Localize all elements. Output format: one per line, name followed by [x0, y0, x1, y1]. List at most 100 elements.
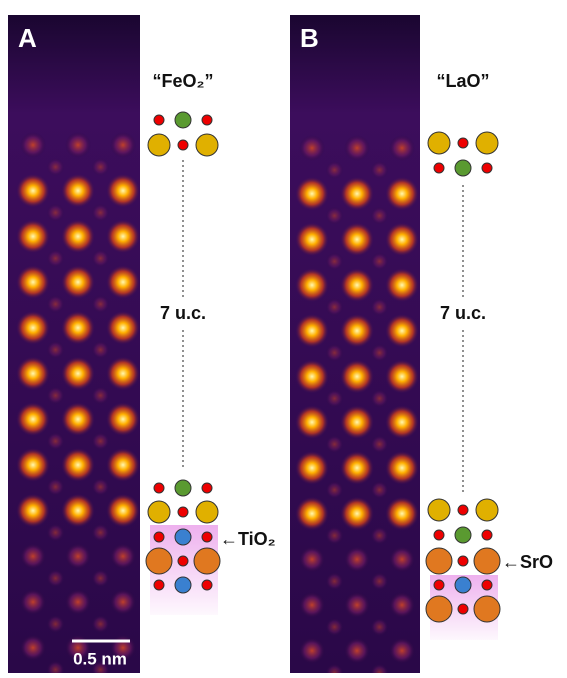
atom	[474, 548, 500, 574]
atom	[202, 483, 212, 493]
atom	[202, 115, 212, 125]
atom-column	[106, 448, 140, 482]
atom-column	[20, 132, 46, 158]
atom-column	[295, 222, 329, 256]
atom-column	[385, 405, 419, 439]
atom-column	[371, 572, 389, 590]
atom-column	[295, 360, 329, 394]
scale-label: 0.5 nm	[73, 649, 127, 668]
atom-column	[47, 615, 65, 633]
atom	[175, 480, 191, 496]
atom-column	[92, 158, 110, 176]
atom-column	[371, 207, 389, 225]
atom-column	[340, 177, 374, 211]
atom-column	[47, 432, 65, 450]
atom-column	[371, 481, 389, 499]
atom-column	[389, 546, 415, 572]
atom	[148, 501, 170, 523]
atom-column	[106, 494, 140, 528]
atom	[482, 163, 492, 173]
atom-column	[326, 618, 344, 636]
atom	[476, 132, 498, 154]
atom-column	[16, 494, 50, 528]
atom-column	[106, 174, 140, 208]
atom	[482, 530, 492, 540]
layer-label: “FeO₂”	[152, 71, 213, 91]
atom	[202, 532, 212, 542]
interface-label: ←SrO	[502, 552, 553, 572]
atom	[175, 112, 191, 128]
atom	[455, 527, 471, 543]
atom-column	[65, 132, 91, 158]
atom-column	[110, 589, 136, 615]
atom-column	[16, 265, 50, 299]
atom	[154, 580, 164, 590]
atom-column	[340, 497, 374, 531]
atom-column	[61, 357, 95, 391]
atom	[146, 548, 172, 574]
atom-column	[326, 344, 344, 362]
atom-column	[295, 405, 329, 439]
atom-column	[16, 402, 50, 436]
atom-column	[92, 387, 110, 405]
atom-column	[295, 451, 329, 485]
atom	[455, 160, 471, 176]
atom-column	[47, 478, 65, 496]
atom-column	[340, 451, 374, 485]
atom-column	[340, 405, 374, 439]
atom-column	[326, 207, 344, 225]
atom-column	[65, 543, 91, 569]
atom-column	[47, 295, 65, 313]
atom-column	[47, 204, 65, 222]
atom-column	[20, 589, 46, 615]
atom-column	[47, 158, 65, 176]
atom-column	[299, 546, 325, 572]
atom-column	[389, 592, 415, 618]
atom	[434, 163, 444, 173]
panel-label: A	[18, 23, 37, 53]
layer-label: “LaO”	[436, 71, 489, 91]
atom-column	[326, 161, 344, 179]
atom	[196, 134, 218, 156]
atom-column	[295, 497, 329, 531]
atom-column	[92, 569, 110, 587]
atom-column	[47, 249, 65, 267]
atom-column	[326, 527, 344, 545]
atom-column	[340, 268, 374, 302]
atom-column	[299, 135, 325, 161]
atom	[458, 138, 468, 148]
atom-column	[326, 435, 344, 453]
atom	[428, 132, 450, 154]
atom-column	[61, 402, 95, 436]
atom	[178, 507, 188, 517]
atom	[202, 580, 212, 590]
atom-column	[92, 204, 110, 222]
atom	[458, 505, 468, 515]
atom-column	[344, 638, 370, 664]
atom-column	[47, 524, 65, 542]
atom	[175, 529, 191, 545]
atom-column	[385, 360, 419, 394]
atom	[154, 115, 164, 125]
atom-column	[344, 592, 370, 618]
atom-column	[61, 448, 95, 482]
atom-column	[295, 268, 329, 302]
atom-column	[61, 219, 95, 253]
atom-column	[340, 222, 374, 256]
interface-label: ←TiO₂	[220, 529, 276, 549]
panel-label: B	[300, 23, 319, 53]
atom-column	[106, 311, 140, 345]
atom-column	[385, 222, 419, 256]
atom-column	[47, 387, 65, 405]
atom-column	[92, 478, 110, 496]
atom-column	[299, 638, 325, 664]
atom-column	[371, 618, 389, 636]
atom-column	[47, 341, 65, 359]
atom-column	[106, 357, 140, 391]
atom-column	[344, 546, 370, 572]
atom-column	[61, 494, 95, 528]
atom-column	[92, 341, 110, 359]
atom-column	[20, 543, 46, 569]
atom-column	[326, 298, 344, 316]
atom-column	[106, 265, 140, 299]
